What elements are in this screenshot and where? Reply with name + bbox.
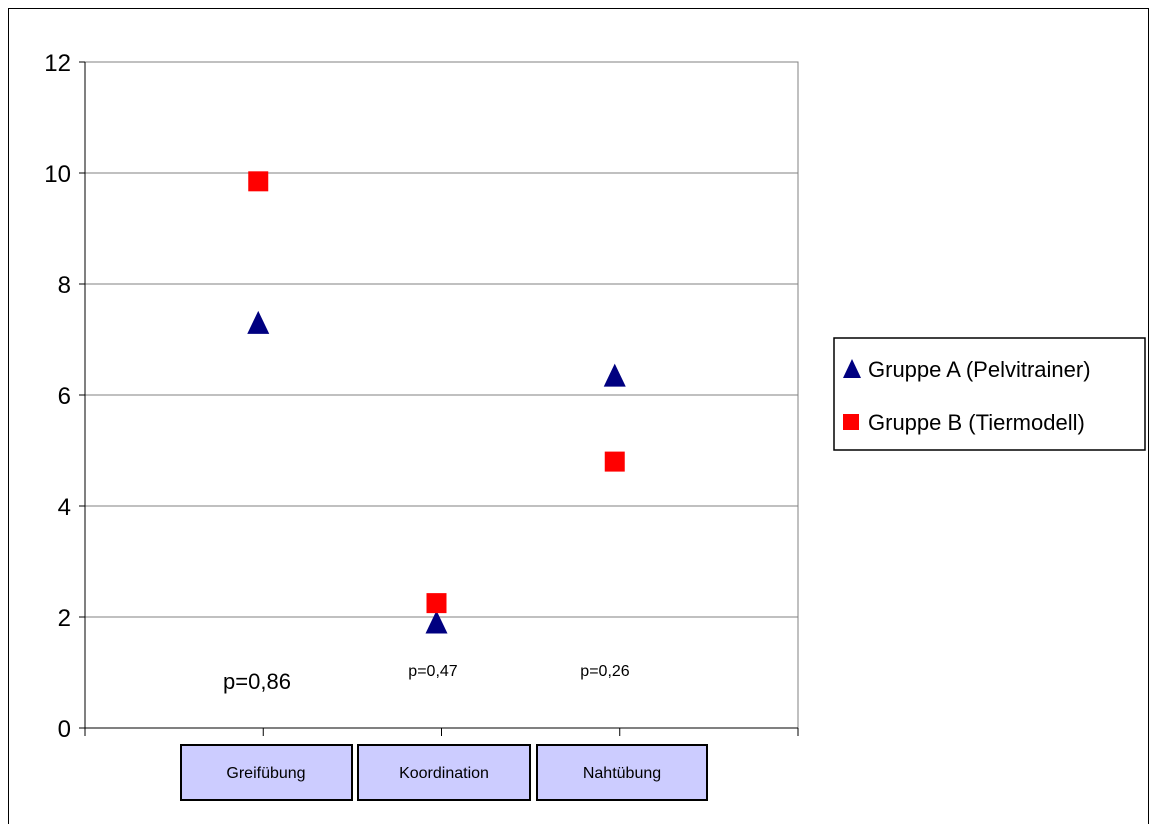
- y-tick-label: 4: [58, 494, 71, 521]
- y-tick-label: 10: [44, 161, 71, 188]
- y-tick-label: 12: [44, 50, 71, 77]
- category-box: [357, 744, 531, 801]
- legend-triangle-icon: [843, 359, 861, 378]
- square-marker: [248, 171, 269, 192]
- square-marker: [604, 451, 625, 472]
- gridlines: [85, 172, 798, 618]
- category-label: Koordination: [399, 765, 489, 782]
- y-tick-label: 0: [58, 716, 71, 743]
- legend-label-group-a: Gruppe A (Pelvitrainer): [868, 357, 1091, 382]
- square-marker: [426, 593, 447, 614]
- legend-box: [833, 337, 1146, 451]
- legend-label-group-b: Gruppe B (Tiermodell): [868, 410, 1085, 435]
- p-value-label: p=0,26: [580, 663, 629, 680]
- y-axis-ticks: 0 2 4 6 8 10 12: [44, 50, 85, 743]
- triangle-marker: [603, 363, 626, 387]
- triangle-marker: [425, 610, 448, 634]
- p-value-label: p=0,86: [223, 669, 291, 694]
- category-label-boxes: Greifübung Koordination Nahtübung: [180, 744, 708, 801]
- y-tick-label: 6: [58, 383, 71, 410]
- category-label: Greifübung: [226, 765, 305, 782]
- data-markers: [247, 171, 626, 634]
- p-value-label: p=0,47: [408, 663, 457, 680]
- x-axis-ticks: [84, 728, 799, 736]
- y-tick-label: 2: [58, 605, 71, 632]
- legend-square-icon: [843, 414, 859, 430]
- p-value-annotations: p=0,86 p=0,47 p=0,26: [223, 663, 630, 694]
- category-box: [536, 744, 708, 801]
- legend: Gruppe A (Pelvitrainer) Gruppe B (Tiermo…: [833, 337, 1146, 451]
- triangle-marker: [247, 310, 270, 334]
- y-tick-label: 8: [58, 272, 71, 299]
- category-box: [180, 744, 353, 801]
- category-label: Nahtübung: [583, 765, 661, 782]
- chart-frame: [8, 8, 1149, 824]
